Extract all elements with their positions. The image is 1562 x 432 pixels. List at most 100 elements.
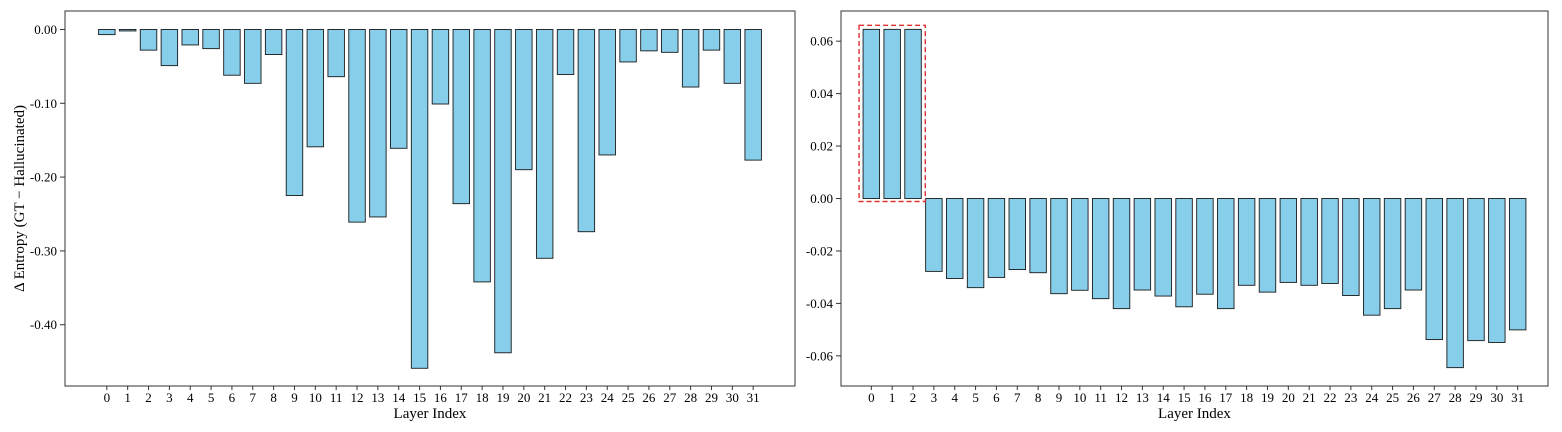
x-axis-label: Layer Index <box>1158 406 1231 422</box>
bar-layer-26 <box>640 29 658 52</box>
x-tick-label: 21 <box>1303 390 1316 405</box>
bar-layer-6 <box>223 29 241 76</box>
bar-layer-3 <box>160 29 179 67</box>
x-tick-label: 17 <box>455 390 469 405</box>
bar-layer-28 <box>681 29 700 88</box>
x-tick-label: 28 <box>684 390 697 405</box>
bar-layer-12 <box>1112 198 1131 310</box>
x-tick-label: 17 <box>1219 390 1233 405</box>
x-tick-label: 1 <box>124 390 131 405</box>
y-tick-label: -0.06 <box>806 348 834 363</box>
x-tick-label: 4 <box>951 390 958 405</box>
plot-frame <box>64 10 796 387</box>
bar-layer-25 <box>619 29 637 63</box>
bar-layer-17 <box>1217 198 1235 310</box>
bar-layer-13 <box>369 29 387 218</box>
y-tick-label: 0.00 <box>34 22 57 37</box>
x-tick-label: 15 <box>1178 390 1191 405</box>
bar-layer-4 <box>946 198 964 279</box>
bar-layer-29 <box>702 29 721 51</box>
bar-layer-12 <box>348 29 366 223</box>
bar-layer-21 <box>1300 198 1318 286</box>
bar-layer-27 <box>661 29 679 53</box>
x-tick-label: 26 <box>642 390 656 405</box>
y-tick-label: 0.04 <box>810 86 833 101</box>
bar-layer-25 <box>1383 198 1402 310</box>
x-tick-label: 1 <box>889 390 896 405</box>
bar-layer-6 <box>987 198 1006 278</box>
x-tick-label: 8 <box>1035 390 1042 405</box>
x-tick-label: 6 <box>993 390 1000 405</box>
x-tick-label: 25 <box>1386 390 1399 405</box>
x-tick-label: 31 <box>1511 390 1524 405</box>
x-tick-label: 11 <box>1094 390 1107 405</box>
x-tick-label: 4 <box>187 390 194 405</box>
x-tick-label: 8 <box>270 390 277 405</box>
x-tick-label: 16 <box>434 390 448 405</box>
bar-layer-7 <box>1008 198 1026 271</box>
x-tick-label: 22 <box>559 390 572 405</box>
bar-layer-10 <box>1071 198 1089 291</box>
bar-layer-5 <box>966 198 985 289</box>
bar-layer-4 <box>181 29 199 46</box>
x-tick-label: 14 <box>392 390 406 405</box>
x-tick-label: 30 <box>726 390 739 405</box>
bar-layer-23 <box>577 29 596 233</box>
x-tick-label: 0 <box>868 390 875 405</box>
x-axis-label: Layer Index <box>394 406 467 422</box>
x-tick-label: 2 <box>910 390 917 405</box>
bar-layer-14 <box>390 29 408 149</box>
x-tick-label: 12 <box>1115 390 1128 405</box>
bar-layer-31 <box>744 29 762 161</box>
x-tick-label: 20 <box>1282 390 1295 405</box>
bar-layer-8 <box>1029 198 1047 274</box>
bar-layer-2 <box>904 28 922 199</box>
x-tick-label: 28 <box>1449 390 1462 405</box>
bar-layer-9 <box>1050 198 1068 295</box>
bar-layer-27 <box>1425 198 1443 341</box>
bar-layer-10 <box>306 29 325 148</box>
x-tick-label: 9 <box>291 390 298 405</box>
x-tick-label: 24 <box>601 390 615 405</box>
bar-layer-20 <box>515 29 533 171</box>
bar-layer-31 <box>1508 198 1527 331</box>
y-tick-label: 0.00 <box>810 191 833 206</box>
bar-layer-26 <box>1404 198 1423 291</box>
x-tick-label: 29 <box>1469 390 1482 405</box>
bar-layer-28 <box>1446 198 1464 369</box>
bar-layer-29 <box>1467 198 1485 342</box>
bar-layer-14 <box>1154 198 1172 297</box>
x-tick-label: 6 <box>229 390 236 405</box>
bar-layer-2 <box>139 29 158 51</box>
bar-layer-18 <box>473 29 491 283</box>
x-tick-label: 3 <box>166 390 173 405</box>
x-tick-label: 30 <box>1490 390 1503 405</box>
bar-layer-19 <box>494 29 512 354</box>
bar-layer-9 <box>285 29 304 196</box>
bar-layer-23 <box>1342 198 1360 296</box>
bar-layer-3 <box>925 198 943 272</box>
bar-layer-11 <box>1091 198 1110 300</box>
bar-layer-17 <box>452 29 470 205</box>
bar-layer-7 <box>244 29 262 84</box>
y-tick-label: -0.30 <box>30 243 57 258</box>
x-tick-label: 18 <box>1240 390 1253 405</box>
y-tick-label: 0.02 <box>810 139 833 154</box>
x-tick-label: 22 <box>1324 390 1337 405</box>
y-tick-label: -0.40 <box>30 317 57 332</box>
y-tick-label: -0.20 <box>30 170 57 185</box>
y-tick-label: -0.10 <box>30 96 57 111</box>
y-axis-label: Δ Entropy (GT − Hallucinated) <box>12 105 28 292</box>
chart-panel-1: 0.00-0.10-0.20-0.30-0.400 1 2 3 4 5 6 7 8 9 10 11 12… <box>12 10 796 422</box>
bar-layer-13 <box>1133 198 1152 291</box>
x-tick-label: 0 <box>104 390 111 405</box>
x-tick-label: 29 <box>705 390 718 405</box>
bar-layer-30 <box>723 29 742 84</box>
bar-layer-8 <box>264 29 283 56</box>
x-tick-label: 23 <box>1344 390 1357 405</box>
x-tick-label: 21 <box>538 390 551 405</box>
x-tick-label: 9 <box>1056 390 1063 405</box>
x-tick-label: 26 <box>1407 390 1421 405</box>
chart-panel-2: 0.060.040.020.00-0.02-0.04-0.060 1 2 3 4 5 6 7 8… <box>806 10 1549 422</box>
